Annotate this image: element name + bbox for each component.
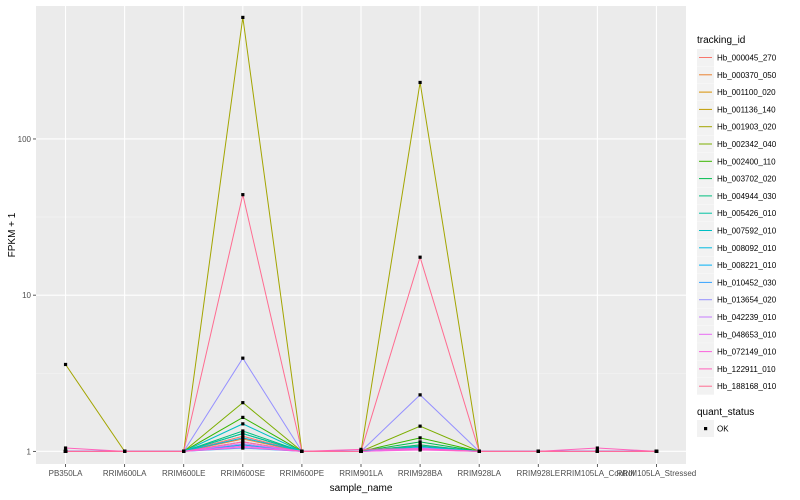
data-point-Hb_001903_020: [63, 362, 68, 367]
data-point-Hb_188168_010: [418, 255, 422, 259]
data-point-Hb_188168_010: [241, 193, 245, 197]
legend-label: Hb_013654_020: [717, 296, 777, 305]
point-layer: [63, 15, 659, 453]
data-point-Hb_001903_020: [241, 15, 245, 20]
x-tick-label: RRIM928BA: [398, 469, 443, 478]
data-point-Hb_188168_010: [63, 449, 68, 453]
data-point-Hb_188168_010: [477, 449, 481, 453]
x-axis-title: sample_name: [330, 483, 393, 494]
legend-label: Hb_122911_010: [717, 365, 776, 374]
legend-label: Hb_000370_050: [717, 71, 777, 80]
data-point-Hb_005426_010: [241, 431, 245, 436]
legend-label: Hb_001100_020: [717, 88, 776, 97]
shape-legend-label: OK: [717, 425, 729, 434]
data-point-Hb_122911_010: [63, 446, 68, 450]
legend-label: Hb_008221_010: [717, 261, 777, 270]
data-point-Hb_122911_010: [359, 447, 363, 451]
x-tick-label: PB350LA: [49, 469, 83, 478]
x-tick-label: RRIM928LE: [516, 469, 560, 478]
shape-legend-items: OK: [697, 420, 729, 437]
legend-label: Hb_072149_010: [717, 348, 777, 357]
legend-label: Hb_042239_010: [717, 313, 777, 322]
x-tick-label: RRIM105LA_Stressed: [617, 469, 697, 478]
data-point-Hb_000045_270: [241, 434, 245, 438]
data-point-Hb_122911_010: [595, 446, 599, 450]
shape-legend-key-point: [704, 427, 708, 431]
data-point-Hb_002342_040: [241, 401, 245, 405]
data-point-Hb_072149_010: [241, 445, 245, 450]
legend-label: Hb_002342_040: [717, 140, 777, 149]
legend-label: Hb_001136_140: [717, 105, 776, 114]
legend-label: Hb_008092_010: [717, 244, 777, 253]
data-point-Hb_004944_030: [241, 429, 245, 433]
y-tick-label: 10: [22, 291, 31, 300]
axis-layer: 1 10 100 PB350LA RRIM600LA RRIM600LE RRIM600SE…: [18, 135, 697, 478]
data-point-Hb_188168_010: [300, 449, 304, 453]
data-point-Hb_003702_020: [418, 440, 422, 444]
data-point-Hb_188168_010: [359, 449, 363, 453]
legend-label: Hb_188168_010: [717, 382, 777, 391]
data-point-Hb_122911_010: [418, 447, 422, 451]
legend-label: Hb_002400_110: [717, 157, 776, 166]
legend-label: Hb_005426_010: [717, 209, 777, 218]
y-tick-label: 1: [27, 447, 32, 456]
data-point-Hb_002342_040: [418, 424, 422, 428]
shape-legend-title: quant_status: [697, 407, 754, 418]
data-point-Hb_188168_010: [595, 449, 599, 453]
data-point-Hb_188168_010: [654, 449, 659, 453]
y-axis-title: FPKM + 1: [7, 212, 18, 257]
data-point-Hb_008092_010: [241, 436, 245, 440]
x-tick-label: RRIM600PE: [280, 469, 324, 478]
data-point-Hb_002400_110: [241, 415, 245, 419]
data-point-Hb_013654_020: [418, 393, 422, 397]
legend-label: Hb_000045_270: [717, 54, 777, 63]
y-tick-label: 100: [18, 135, 32, 144]
legend-label: Hb_007592_010: [717, 227, 777, 236]
legend: tracking_id Hb_000045_270Hb_000370_050Hb…: [697, 35, 777, 437]
legend-label: Hb_048653_010: [717, 330, 777, 339]
data-point-Hb_013654_020: [241, 356, 245, 360]
data-point-Hb_188168_010: [123, 449, 127, 453]
legend-label: Hb_010452_030: [717, 278, 777, 287]
legend-label: Hb_004944_030: [717, 192, 777, 201]
legend-label: Hb_003702_020: [717, 175, 777, 184]
data-point-Hb_122911_010: [241, 440, 245, 444]
data-point-Hb_188168_010: [536, 449, 540, 453]
x-tick-label: RRIM901LA: [339, 469, 383, 478]
x-tick-label: RRIM600LA: [103, 469, 147, 478]
color-legend-title: tracking_id: [697, 35, 745, 46]
data-point-Hb_188168_010: [182, 449, 186, 453]
x-tick-label: RRIM600LE: [162, 469, 206, 478]
data-point-Hb_007592_010: [241, 422, 245, 426]
x-tick-label: RRIM105LA_Control: [560, 469, 634, 478]
data-point-Hb_001903_020: [418, 80, 422, 85]
data-point-Hb_002400_110: [418, 436, 422, 440]
legend-label: Hb_001903_020: [717, 123, 777, 132]
x-tick-label: RRIM600SE: [221, 469, 265, 478]
color-legend-items: Hb_000045_270 Hb_000370_050 Hb_001100_020 H…: [697, 49, 777, 395]
data-point-Hb_042239_010: [241, 442, 245, 446]
x-tick-label: RRIM928LA: [457, 469, 501, 478]
